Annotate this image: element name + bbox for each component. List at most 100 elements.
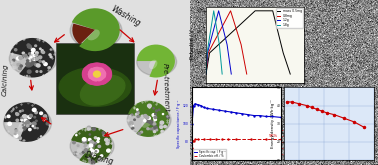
Circle shape <box>28 45 31 48</box>
Wedge shape <box>71 127 112 163</box>
Circle shape <box>76 135 77 136</box>
Circle shape <box>22 57 23 58</box>
Ellipse shape <box>92 77 108 86</box>
Ellipse shape <box>85 63 102 72</box>
Circle shape <box>167 116 170 118</box>
Circle shape <box>27 44 30 46</box>
Circle shape <box>8 122 11 125</box>
Circle shape <box>43 119 45 121</box>
Ellipse shape <box>82 72 95 85</box>
Circle shape <box>91 160 93 161</box>
Circle shape <box>29 129 31 131</box>
Circle shape <box>34 127 36 129</box>
Circle shape <box>134 119 135 120</box>
Circle shape <box>80 151 84 155</box>
Circle shape <box>129 122 133 125</box>
Circle shape <box>40 71 42 72</box>
FancyBboxPatch shape <box>56 43 134 114</box>
Circle shape <box>26 125 29 127</box>
Circle shape <box>153 123 156 125</box>
Text: Calcining: Calcining <box>2 63 9 96</box>
Circle shape <box>41 51 43 53</box>
Circle shape <box>87 126 91 129</box>
Circle shape <box>24 54 27 57</box>
Circle shape <box>23 121 26 124</box>
Circle shape <box>35 111 37 114</box>
Circle shape <box>90 143 93 145</box>
Circle shape <box>37 128 38 129</box>
Circle shape <box>84 146 86 147</box>
Circle shape <box>34 60 36 62</box>
Ellipse shape <box>93 67 105 74</box>
Circle shape <box>155 117 156 118</box>
Circle shape <box>46 122 49 125</box>
Circle shape <box>153 108 154 109</box>
Circle shape <box>152 128 155 130</box>
Circle shape <box>49 54 51 56</box>
Circle shape <box>17 63 20 66</box>
Circle shape <box>138 113 139 114</box>
Circle shape <box>89 160 91 161</box>
Circle shape <box>23 127 25 129</box>
Circle shape <box>14 133 16 134</box>
Circle shape <box>161 130 164 132</box>
Wedge shape <box>72 24 95 44</box>
Circle shape <box>36 71 38 72</box>
Circle shape <box>33 55 36 57</box>
Circle shape <box>29 59 30 60</box>
Text: Washing: Washing <box>109 4 142 29</box>
Circle shape <box>30 47 31 48</box>
Wedge shape <box>72 8 120 51</box>
Circle shape <box>89 144 93 147</box>
Ellipse shape <box>18 120 28 132</box>
Y-axis label: Potential / V: Potential / V <box>189 30 194 59</box>
Circle shape <box>92 128 96 131</box>
Circle shape <box>163 114 164 115</box>
Circle shape <box>36 120 37 122</box>
Circle shape <box>103 134 105 136</box>
Ellipse shape <box>88 72 98 82</box>
Circle shape <box>15 130 17 132</box>
Ellipse shape <box>81 75 125 105</box>
Circle shape <box>77 149 81 152</box>
Ellipse shape <box>91 75 104 81</box>
Circle shape <box>29 56 33 59</box>
Circle shape <box>88 139 91 141</box>
Circle shape <box>145 119 148 121</box>
Circle shape <box>160 124 162 126</box>
Circle shape <box>82 140 85 143</box>
Circle shape <box>32 122 36 125</box>
Circle shape <box>39 60 41 62</box>
Circle shape <box>153 127 155 128</box>
Circle shape <box>160 121 164 124</box>
Circle shape <box>151 122 154 125</box>
Circle shape <box>51 49 52 50</box>
Circle shape <box>132 125 133 127</box>
Ellipse shape <box>103 67 112 82</box>
Ellipse shape <box>137 48 177 76</box>
Circle shape <box>89 134 90 135</box>
Ellipse shape <box>59 67 131 106</box>
Ellipse shape <box>97 71 106 82</box>
Circle shape <box>13 67 16 69</box>
Ellipse shape <box>127 104 171 135</box>
Text: Pre-treatment: Pre-treatment <box>161 63 169 112</box>
Ellipse shape <box>87 29 100 40</box>
Circle shape <box>50 56 52 58</box>
Circle shape <box>14 134 18 137</box>
Circle shape <box>97 138 99 140</box>
Circle shape <box>36 64 40 67</box>
Ellipse shape <box>70 131 114 162</box>
Circle shape <box>43 115 46 118</box>
Circle shape <box>146 116 149 119</box>
Circle shape <box>40 112 43 115</box>
Circle shape <box>21 119 24 121</box>
Circle shape <box>28 103 29 104</box>
Circle shape <box>82 138 86 141</box>
Text: 98%: 98% <box>269 134 278 138</box>
Circle shape <box>21 117 23 119</box>
Circle shape <box>141 115 144 118</box>
Circle shape <box>23 115 25 117</box>
Circle shape <box>137 111 139 113</box>
Circle shape <box>34 116 36 118</box>
